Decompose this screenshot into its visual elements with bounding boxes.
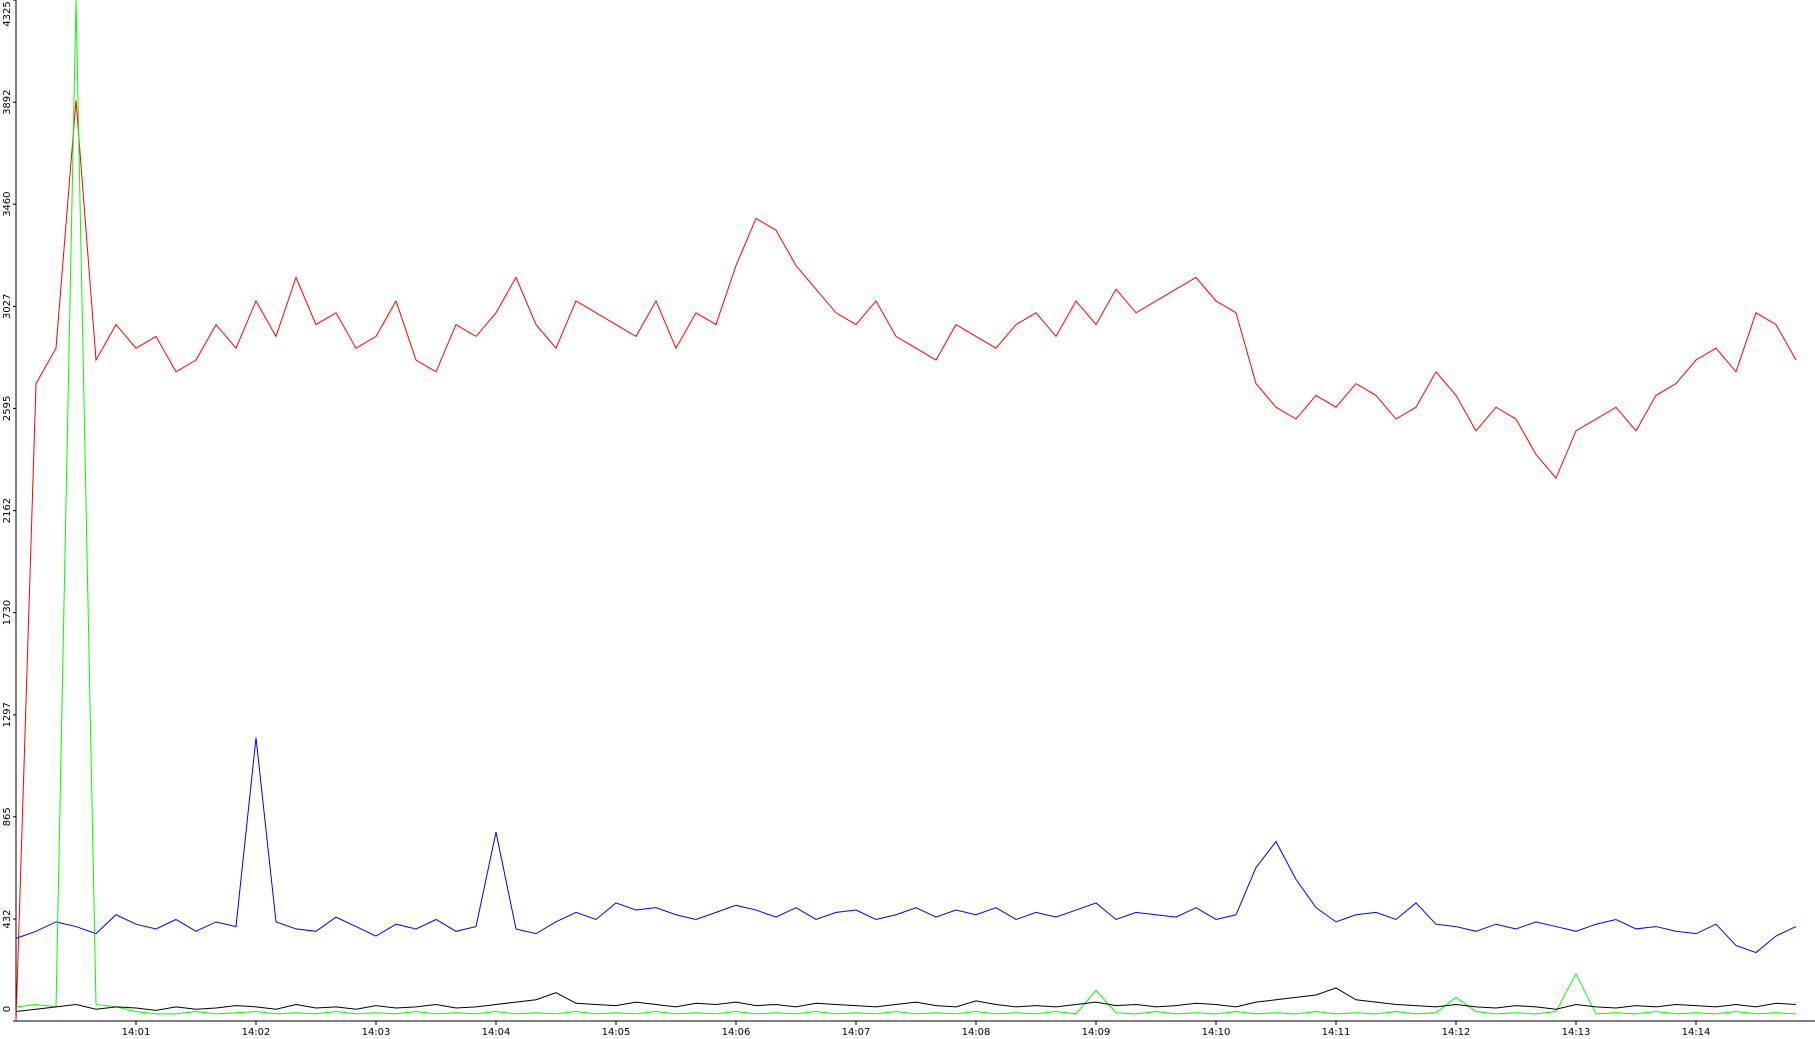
x-tick-label: 14:12	[1442, 1027, 1471, 1038]
y-tick-label: 865	[2, 807, 13, 826]
x-tick-label: 14:06	[722, 1027, 751, 1038]
x-tick-label: 14:01	[122, 1027, 151, 1038]
x-tick-label: 14:11	[1322, 1027, 1351, 1038]
y-tick-label: 2162	[2, 498, 13, 523]
y-tick-label: 3892	[2, 89, 13, 114]
x-tick-label: 14:05	[602, 1027, 631, 1038]
x-tick-label: 14:03	[362, 1027, 391, 1038]
y-tick-label: 2595	[2, 396, 13, 421]
series-line	[15, 737, 1797, 954]
y-tick-label: 1297	[2, 702, 13, 727]
x-tick-label: 14:02	[242, 1027, 271, 1038]
series-line	[15, 987, 1797, 1013]
y-tick-label: 3027	[2, 294, 13, 319]
y-tick-label: 1730	[2, 600, 13, 625]
y-tick-label: 0	[2, 1006, 13, 1012]
x-tick-label: 14:08	[962, 1027, 991, 1038]
x-tick-label: 14:14	[1682, 1027, 1711, 1038]
x-tick-label: 14:10	[1202, 1027, 1231, 1038]
y-tick-label: 4325	[2, 1, 13, 26]
y-tick-label: 432	[2, 909, 13, 928]
x-tick-label: 14:13	[1562, 1027, 1591, 1038]
series-line	[15, 0, 1797, 1015]
series-line	[15, 100, 1797, 1022]
x-tick-label: 14:04	[482, 1027, 511, 1038]
y-tick-label: 3460	[2, 191, 13, 216]
x-tick-label: 14:07	[842, 1027, 871, 1038]
x-tick-label: 14:09	[1082, 1027, 1111, 1038]
